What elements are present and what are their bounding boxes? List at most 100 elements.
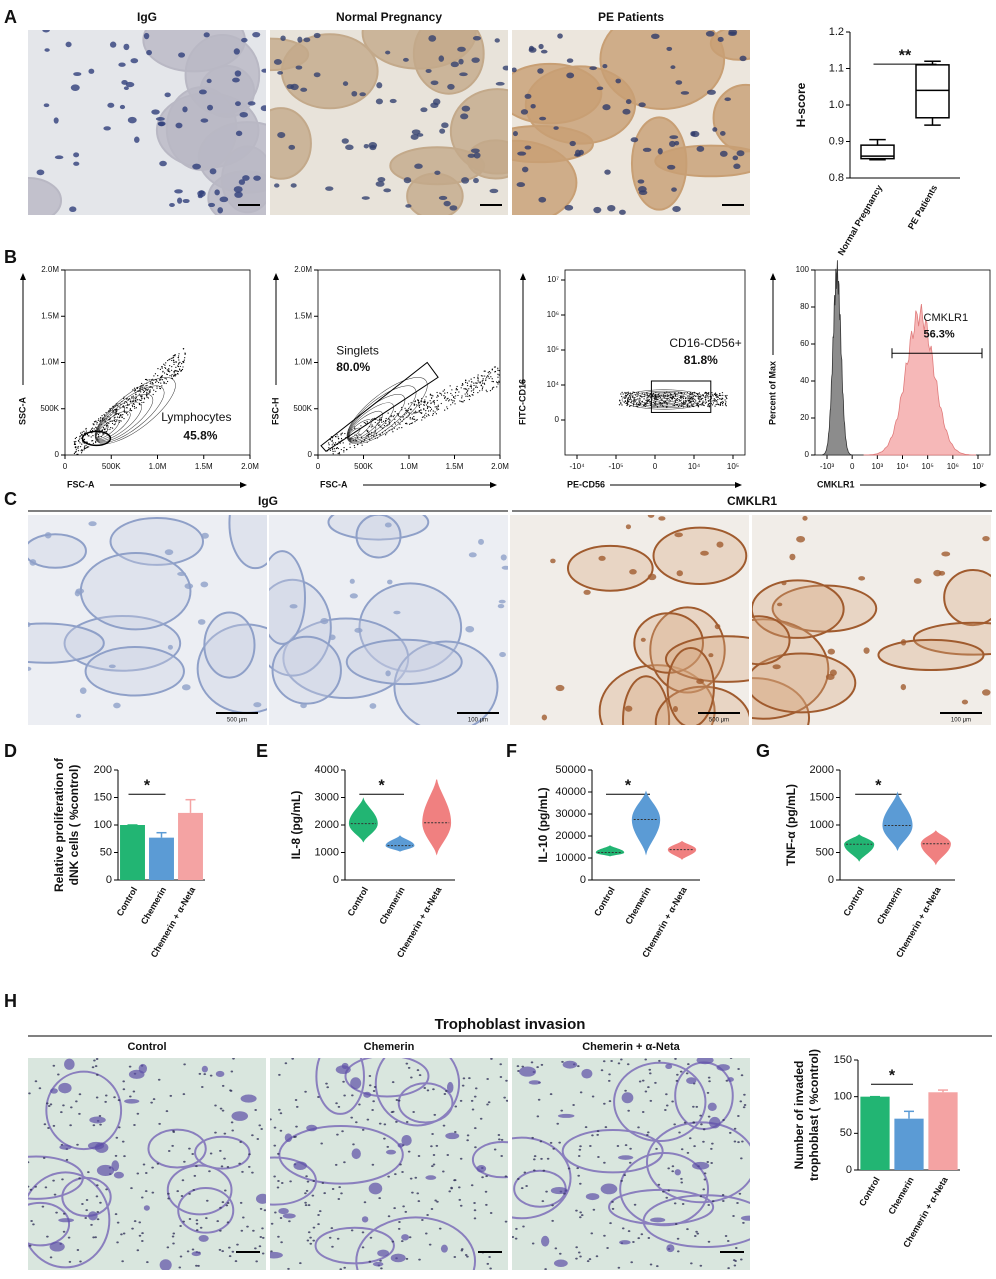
nucleus [499,1063,503,1066]
nucleus [62,1104,65,1107]
event [672,395,674,398]
event [114,416,116,418]
event [125,412,128,414]
y-tick-label: 1.0M [294,358,312,367]
event [181,368,184,371]
event [693,395,695,397]
micrograph-content [28,515,267,725]
tissue [389,146,486,186]
nucleus [28,1244,32,1247]
event [497,369,499,371]
nucleus [579,1255,582,1258]
event [115,421,117,423]
event [635,399,637,401]
event [434,406,436,408]
y-axis-label: TNF-α (pg/mL) [784,784,798,866]
event [406,411,408,413]
nucleus [591,1134,594,1137]
nucleus [49,1103,53,1106]
tissue [177,1186,235,1234]
event [135,407,137,409]
event [334,442,337,444]
nucleus [742,1221,745,1224]
y-axis-label: FITC-CD16 [517,379,527,425]
nucleus [490,1058,493,1060]
event [666,403,668,405]
event [470,385,472,387]
nucleus [458,1198,462,1201]
event [120,403,122,405]
nucleus [363,1201,367,1204]
nucleus [228,1255,232,1258]
event [489,390,492,392]
event [151,382,153,384]
nucleus [577,1065,580,1068]
micrograph [512,30,750,215]
nucleus [524,93,532,99]
event [372,435,375,437]
nucleus [706,1161,710,1164]
nucleus [583,589,591,595]
nucleus [468,552,477,558]
nucleus [49,1256,53,1259]
micrograph-bg [28,1058,266,1270]
y-axis-label: Relative proliferation of [52,757,66,892]
event [85,444,87,446]
nucleus [164,92,171,98]
event [415,404,418,406]
event [141,397,143,399]
event [98,418,100,420]
event [328,442,330,444]
event [434,411,436,413]
event [620,403,622,405]
x-tick-label: 0 [850,462,855,471]
x-tick-label: 10⁴ [896,462,909,471]
nucleus [284,1062,288,1065]
event [408,412,410,414]
event [132,400,134,402]
event [159,368,161,370]
event [707,397,709,399]
nucleus [680,1177,683,1180]
event [161,366,163,368]
nucleus [238,179,246,185]
nucleus [683,1121,687,1124]
cell [198,1234,209,1242]
nucleus [195,1229,199,1232]
event [121,416,123,418]
event [161,367,163,369]
event [497,376,499,378]
nucleus [549,1141,553,1144]
nucleus [277,1180,280,1183]
event [714,405,716,407]
event [127,404,129,407]
nucleus [122,1088,126,1091]
event [450,392,452,395]
event [128,397,130,400]
x-tick-label: 1.5M [195,462,213,471]
event [492,381,494,383]
cell [282,1213,296,1219]
nucleus [674,1058,677,1060]
event [475,386,477,388]
nucleus [123,86,129,90]
nucleus [579,1091,583,1094]
event [175,361,178,363]
event [140,388,142,390]
nucleus [524,145,532,150]
nucleus [238,1162,241,1165]
event [638,399,640,401]
event [148,392,150,394]
tissue [642,1194,750,1248]
nucleus [711,1200,715,1203]
y-axis-label: IL-8 (pg/mL) [289,791,303,860]
event [483,370,485,372]
cell [446,1081,454,1094]
nucleus [389,98,397,104]
cell [401,1234,410,1241]
nucleus [234,70,242,77]
nucleus [73,152,80,158]
event [336,434,338,436]
event [149,389,151,391]
nucleus [596,1133,599,1136]
